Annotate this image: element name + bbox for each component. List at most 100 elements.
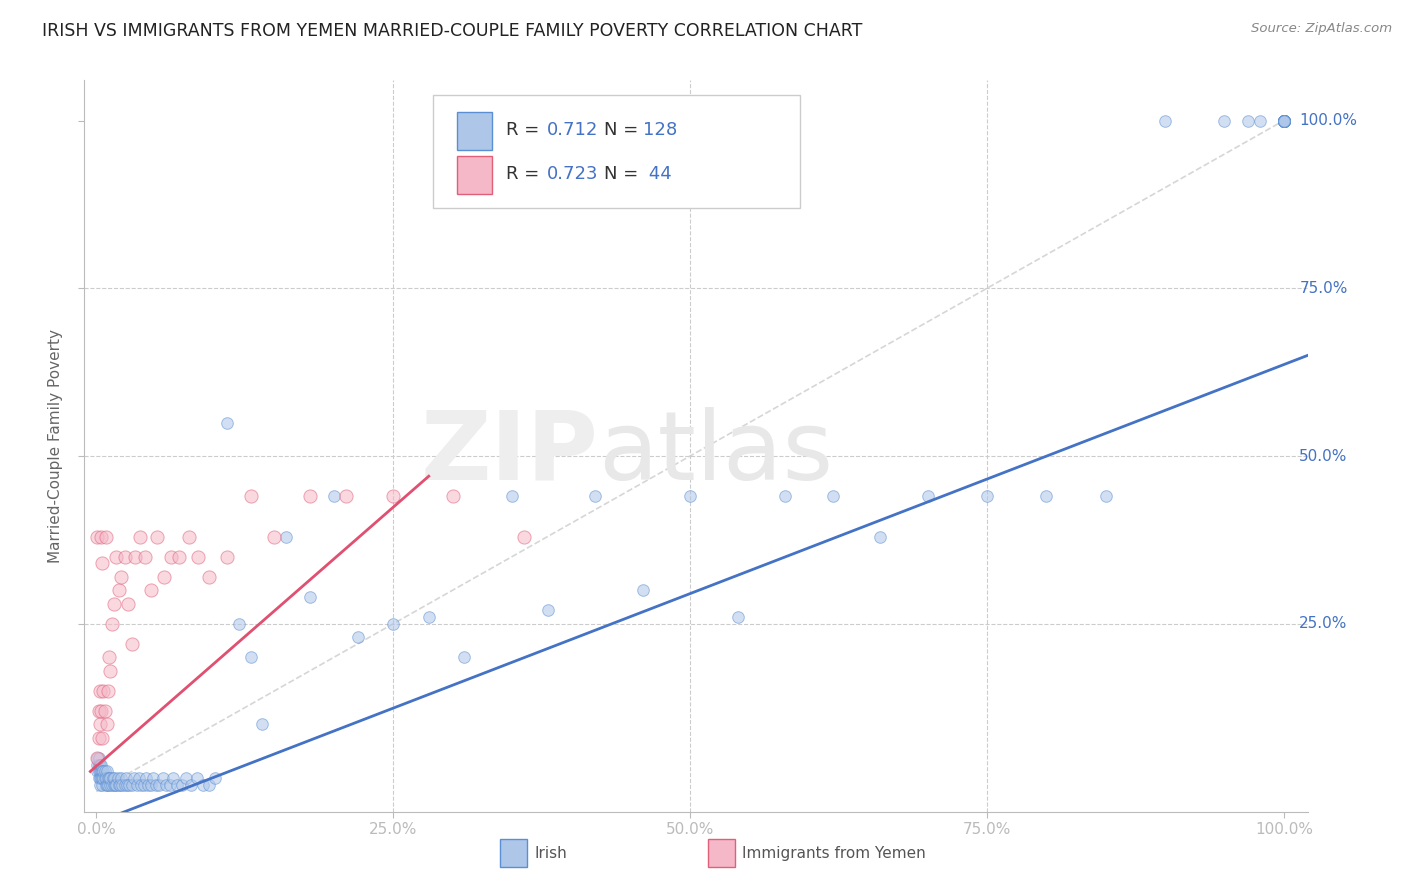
FancyBboxPatch shape: [457, 155, 492, 194]
Point: [87, 764, 110, 779]
Point: [1272, 113, 1295, 128]
Point: [100, 778, 122, 792]
Text: 50.0%: 50.0%: [1299, 449, 1347, 464]
Point: [276, 530, 298, 544]
Text: 128: 128: [644, 121, 678, 139]
Text: N =: N =: [605, 165, 644, 183]
Point: [170, 778, 193, 792]
Point: [89, 717, 111, 731]
Point: [513, 530, 536, 544]
Point: [1272, 113, 1295, 128]
Point: [821, 489, 844, 503]
Point: [86, 751, 108, 765]
Text: R =: R =: [506, 121, 546, 139]
Point: [204, 771, 226, 785]
Point: [1272, 113, 1295, 128]
Text: 0.723: 0.723: [547, 165, 598, 183]
Point: [228, 616, 250, 631]
Point: [87, 704, 110, 718]
Y-axis label: Married-Couple Family Poverty: Married-Couple Family Poverty: [48, 329, 63, 563]
FancyBboxPatch shape: [501, 838, 527, 867]
Point: [91, 778, 114, 792]
Point: [87, 751, 110, 765]
Point: [298, 489, 321, 503]
Point: [1272, 113, 1295, 128]
Point: [135, 771, 157, 785]
Point: [252, 717, 274, 731]
Point: [105, 778, 128, 792]
Point: [1272, 113, 1295, 128]
Point: [335, 489, 357, 503]
Point: [87, 731, 110, 745]
Point: [111, 778, 134, 792]
Point: [86, 764, 108, 779]
Point: [107, 778, 129, 792]
Point: [115, 771, 138, 785]
Text: Immigrants from Yemen: Immigrants from Yemen: [742, 846, 927, 861]
Point: [1272, 113, 1295, 128]
Point: [101, 771, 124, 785]
Point: [121, 778, 143, 792]
Point: [103, 597, 125, 611]
Point: [117, 597, 139, 611]
Point: [177, 530, 200, 544]
Point: [159, 778, 181, 792]
Point: [176, 771, 198, 785]
Point: [93, 771, 115, 785]
Point: [86, 751, 108, 765]
Point: [1272, 113, 1295, 128]
Point: [382, 616, 405, 631]
Point: [134, 549, 156, 564]
Point: [1272, 113, 1295, 128]
Point: [727, 610, 749, 624]
Point: [1272, 113, 1295, 128]
Point: [169, 549, 191, 564]
Point: [773, 489, 796, 503]
Point: [87, 771, 110, 785]
Text: IRISH VS IMMIGRANTS FROM YEMEN MARRIED-COUPLE FAMILY POVERTY CORRELATION CHART: IRISH VS IMMIGRANTS FROM YEMEN MARRIED-C…: [42, 22, 862, 40]
Point: [917, 489, 939, 503]
Point: [1272, 113, 1295, 128]
Point: [1154, 113, 1177, 128]
Point: [1272, 113, 1295, 128]
Point: [215, 416, 238, 430]
Point: [1272, 113, 1295, 128]
Point: [87, 757, 110, 772]
Point: [1272, 113, 1295, 128]
Point: [239, 650, 262, 665]
Point: [90, 530, 112, 544]
Point: [501, 489, 523, 503]
Point: [122, 771, 145, 785]
Point: [93, 704, 115, 718]
Point: [1272, 113, 1295, 128]
Point: [441, 489, 464, 503]
Point: [89, 757, 111, 772]
Point: [90, 704, 112, 718]
Point: [1237, 113, 1260, 128]
Point: [108, 778, 131, 792]
Point: [186, 771, 208, 785]
Text: atlas: atlas: [598, 407, 834, 500]
Point: [114, 778, 136, 792]
Point: [346, 630, 368, 644]
FancyBboxPatch shape: [709, 838, 735, 867]
Point: [100, 778, 122, 792]
Text: N =: N =: [605, 121, 644, 139]
Point: [191, 778, 214, 792]
Point: [129, 530, 152, 544]
Point: [142, 771, 165, 785]
Point: [89, 771, 111, 785]
Point: [1272, 113, 1295, 128]
Point: [869, 530, 891, 544]
Point: [100, 664, 122, 678]
Point: [145, 778, 167, 792]
Point: [155, 778, 177, 792]
Point: [187, 549, 209, 564]
Point: [98, 650, 121, 665]
Point: [298, 590, 321, 604]
Point: [86, 757, 108, 772]
Point: [139, 778, 162, 792]
Point: [138, 778, 160, 792]
Point: [631, 583, 654, 598]
Point: [146, 530, 169, 544]
